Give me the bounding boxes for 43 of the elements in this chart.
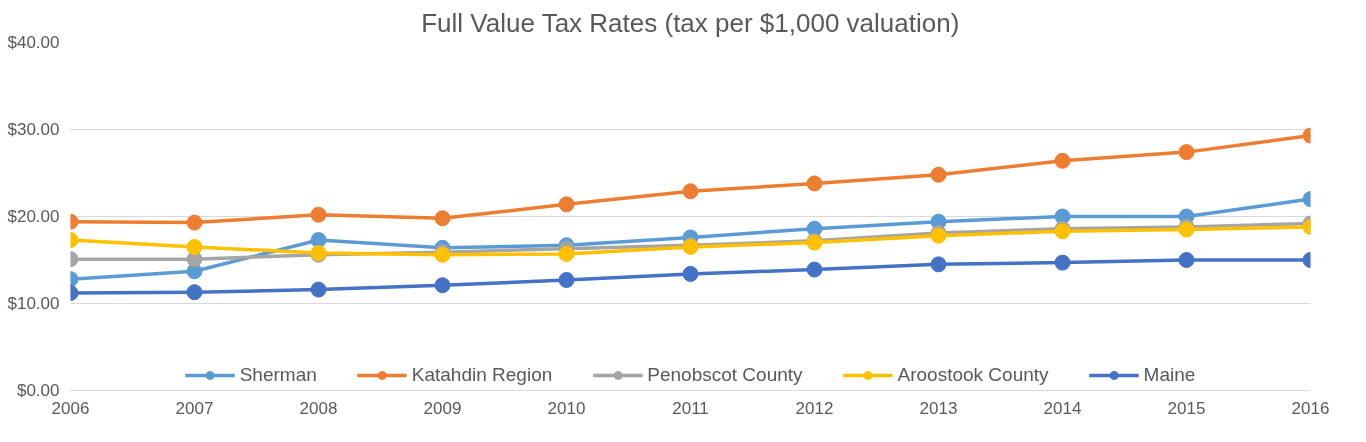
point: [1054, 152, 1071, 169]
x-tick-label: 2006: [51, 398, 90, 418]
x-tick-label: 2011: [672, 398, 709, 418]
legend-label: Sherman: [239, 364, 317, 386]
point: [186, 284, 203, 301]
point: [806, 261, 823, 278]
y-tick-label: $0.00: [16, 381, 60, 400]
point: [310, 281, 327, 298]
point: [1178, 252, 1195, 268]
x-tick-label: 2010: [547, 398, 586, 418]
point: [930, 256, 947, 273]
point: [682, 265, 699, 282]
point: [434, 277, 451, 294]
point: [310, 232, 327, 248]
y-tick-label: $30.00: [7, 120, 60, 139]
point: [310, 206, 327, 223]
point: [434, 210, 451, 227]
legend-label: Katahdin Region: [411, 364, 553, 386]
point: [1178, 144, 1195, 161]
legend-label: Maine: [1143, 364, 1196, 386]
x-tick-label: 2013: [919, 398, 958, 418]
x-tick-label: 2012: [795, 398, 834, 418]
point: [1054, 254, 1071, 271]
point: [682, 183, 699, 200]
x-tick-label: 2016: [1291, 398, 1330, 418]
point: [186, 238, 203, 255]
point: [930, 166, 947, 183]
point: [558, 272, 575, 288]
point: [806, 175, 823, 192]
legend-label: Penobscot County: [647, 364, 803, 386]
y-tick-label: $40.00: [7, 33, 60, 52]
x-tick-label: 2009: [423, 398, 462, 418]
chart-title: Full Value Tax Rates (tax per $1,000 valuation): [421, 7, 960, 38]
point: [186, 214, 203, 231]
point: [558, 245, 575, 262]
y-tick-label: $20.00: [7, 207, 60, 226]
y-tick-label: $10.00: [7, 294, 60, 313]
x-tick-label: 2014: [1043, 398, 1082, 418]
x-tick-label: 2008: [299, 398, 338, 418]
legend-label: Aroostook County: [897, 364, 1049, 386]
x-tick-label: 2007: [175, 398, 214, 418]
x-tick-label: 2015: [1167, 398, 1206, 418]
point: [558, 196, 575, 213]
